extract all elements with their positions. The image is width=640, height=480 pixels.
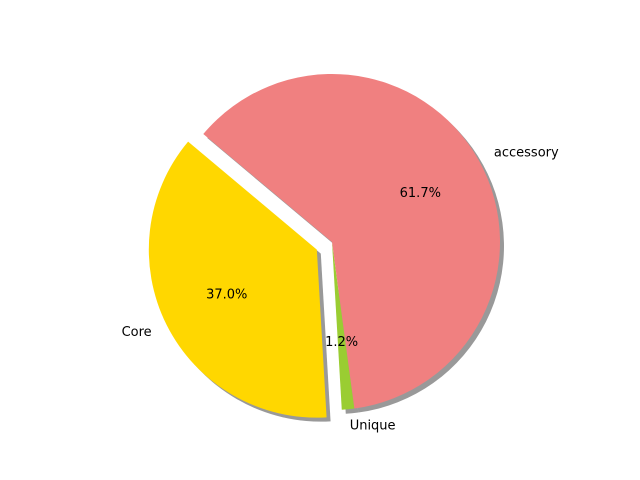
slice-label-accessory: accessory [494, 145, 559, 160]
slice-accessory [203, 74, 501, 409]
slice-label-unique: Unique [350, 418, 396, 433]
slice-labels: Core 37.0% Unique 1.2% accessory 61.7% [122, 145, 559, 433]
pct-label-core: 37.0% [206, 287, 247, 302]
slice-label-core: Core [122, 325, 152, 340]
slice-unique [332, 242, 355, 410]
pie-slices [148, 74, 501, 418]
slice-core [148, 141, 327, 418]
pct-label-accessory: 61.7% [400, 186, 441, 201]
pct-label-unique: 1.2% [325, 335, 358, 350]
